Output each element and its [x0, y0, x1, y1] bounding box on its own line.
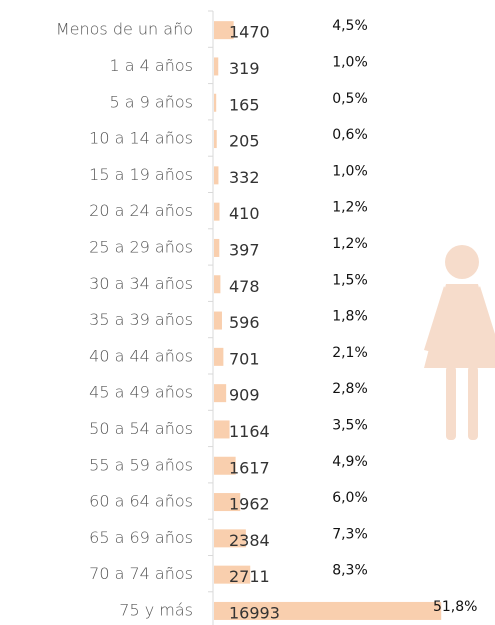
share-label: 0,5% — [332, 91, 368, 107]
share-label: 2,1% — [332, 345, 368, 361]
category-label: 5 a 9 años — [110, 92, 194, 111]
value-label: 319 — [229, 59, 260, 78]
category-label: 50 a 54 años — [89, 419, 193, 438]
bar — [214, 93, 217, 112]
category-label: 30 a 34 años — [89, 274, 193, 293]
bar — [214, 384, 227, 403]
bar — [214, 130, 217, 149]
share-label: 6,0% — [332, 490, 368, 506]
share-label: 4,9% — [332, 454, 368, 470]
share-label: 7,3% — [332, 526, 368, 542]
share-label: 1,0% — [332, 163, 368, 179]
bar — [214, 311, 222, 330]
share-label: 1,2% — [332, 236, 368, 252]
category-label: 15 a 19 años — [89, 165, 193, 184]
share-label: 1,0% — [332, 54, 368, 70]
bar — [214, 57, 219, 76]
category-label: 55 a 59 años — [89, 455, 193, 474]
value-label: 205 — [229, 132, 260, 151]
category-label: 65 a 69 años — [89, 528, 193, 547]
bar — [214, 529, 246, 548]
category-label: 1 a 4 años — [110, 56, 194, 75]
value-label: 1962 — [229, 495, 270, 514]
value-label: 332 — [229, 168, 260, 187]
category-label: Menos de un año — [56, 20, 193, 39]
value-label: 16993 — [229, 603, 280, 622]
category-label: 20 a 24 años — [89, 201, 193, 220]
value-label: 596 — [229, 313, 260, 332]
value-label: 1470 — [229, 23, 270, 42]
bar — [214, 493, 241, 512]
category-label: 40 a 44 años — [89, 346, 193, 365]
value-label: 701 — [229, 349, 260, 368]
share-label: 51,8% — [433, 599, 477, 615]
woman-icon — [424, 245, 495, 440]
share-label: 1,2% — [332, 200, 368, 216]
share-label: 1,8% — [332, 309, 368, 325]
category-label: 10 a 14 años — [89, 129, 193, 148]
bar — [214, 601, 442, 620]
value-label: 2384 — [229, 531, 270, 550]
value-label: 165 — [229, 95, 260, 114]
value-label: 1617 — [229, 458, 270, 477]
share-label: 4,5% — [332, 18, 368, 34]
value-label: 410 — [229, 204, 260, 223]
category-label: 25 a 29 años — [89, 237, 193, 256]
share-label: 1,5% — [332, 272, 368, 288]
value-label: 1164 — [229, 422, 270, 441]
category-label: 70 a 74 años — [89, 564, 193, 583]
bar — [214, 238, 220, 257]
value-label: 909 — [229, 386, 260, 405]
bar — [214, 202, 220, 221]
category-label: 75 y más — [119, 600, 193, 619]
share-label: 3,5% — [332, 417, 368, 433]
value-label: 2711 — [229, 567, 270, 586]
category-label: 60 a 64 años — [89, 492, 193, 511]
bar — [214, 420, 230, 439]
share-label: 2,8% — [332, 381, 368, 397]
bar — [214, 166, 219, 185]
bar — [214, 565, 251, 584]
bar — [214, 275, 221, 294]
share-label: 0,6% — [332, 127, 368, 143]
value-label: 478 — [229, 277, 260, 296]
value-label: 397 — [229, 240, 260, 259]
bar — [214, 456, 236, 475]
bar — [214, 21, 234, 40]
category-label: 45 a 49 años — [89, 383, 193, 402]
share-label: 8,3% — [332, 563, 368, 579]
bar — [214, 347, 224, 366]
category-label: 35 a 39 años — [89, 310, 193, 329]
